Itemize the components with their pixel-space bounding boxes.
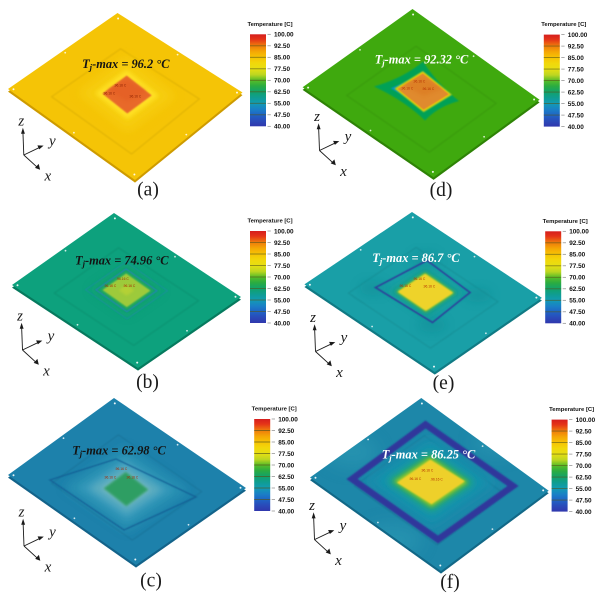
svg-text:.96.16 C: .96.16 C: [129, 95, 142, 99]
svg-text:(b): (b): [136, 372, 159, 393]
svg-text:.96.16 C: .96.16 C: [114, 84, 127, 88]
svg-text:(e): (e): [433, 373, 455, 394]
svg-text:(c): (c): [140, 571, 162, 592]
svg-text:.96.16 C: .96.16 C: [126, 476, 139, 480]
svg-text:Tj-max = 96.2 °C: Tj-max = 96.2 °C: [82, 57, 170, 72]
svg-text:.96.16 C: .96.16 C: [422, 87, 435, 91]
svg-text:.96.16 C: .96.16 C: [430, 478, 443, 482]
svg-text:.96.16 C: .96.16 C: [103, 92, 116, 96]
svg-text:.96.16 C: .96.16 C: [104, 476, 117, 480]
svg-text:.96.16 C: .96.16 C: [421, 469, 434, 473]
svg-text:(f): (f): [440, 572, 459, 593]
svg-text:(d): (d): [430, 180, 453, 201]
svg-text:.96.16 C: .96.16 C: [115, 467, 128, 471]
svg-text:Tj-max = 74.96 °C: Tj-max = 74.96 °C: [75, 254, 169, 269]
svg-text:.96.16 C: .96.16 C: [413, 277, 426, 281]
svg-text:.96.16 C: .96.16 C: [401, 87, 414, 91]
svg-text:Tj-max = 86.7 °C: Tj-max = 86.7 °C: [372, 251, 460, 266]
svg-text:Tj-max = 92.32 °C: Tj-max = 92.32 °C: [375, 53, 469, 68]
svg-text:.96.16 C: .96.16 C: [116, 277, 129, 281]
svg-text:.96.16 C: .96.16 C: [423, 285, 436, 289]
svg-text:.96.16 C: .96.16 C: [123, 284, 136, 288]
svg-text:.96.16 C: .96.16 C: [409, 477, 422, 481]
svg-text:Tj-max = 62.98 °C: Tj-max = 62.98 °C: [72, 444, 166, 459]
svg-text:(a): (a): [137, 180, 159, 201]
svg-text:Tj-max = 86.25 °C: Tj-max = 86.25 °C: [382, 447, 476, 462]
svg-text:.96.16 C: .96.16 C: [399, 284, 412, 288]
svg-text:.96.16 C: .96.16 C: [104, 284, 117, 288]
svg-text:.96.16 C: .96.16 C: [413, 80, 426, 84]
